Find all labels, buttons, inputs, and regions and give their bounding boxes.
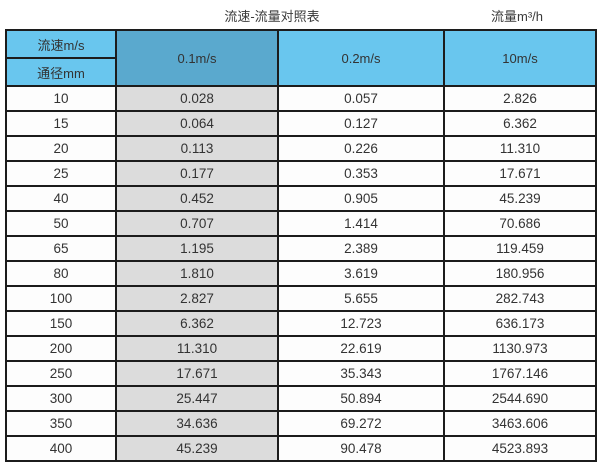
flow-value-cell-10ms: 45.239 [443,185,597,212]
flow-value-cell-0-2ms: 3.619 [277,260,445,287]
table-body: 10 0.028 0.057 2.826 15 0.064 0.127 6.36… [5,85,597,462]
flow-value-cell-0-2ms: 22.619 [277,335,445,362]
flow-value-cell-0-1ms: 0.064 [115,110,279,137]
column-header-10ms: 10m/s [443,29,597,87]
flow-value-cell-0-2ms: 90.478 [277,435,445,462]
table-row: 65 1.195 2.389 119.459 [5,235,597,262]
flow-value-cell-10ms: 180.956 [443,260,597,287]
title-bar: 流速-流量对照表 流量m³/h [0,0,600,29]
table-row: 150 6.362 12.723 636.173 [5,310,597,337]
diameter-cell: 10 [5,85,117,112]
flow-value-cell-0-1ms: 0.028 [115,85,279,112]
diameter-cell: 300 [5,385,117,412]
table-row: 40 0.452 0.905 45.239 [5,185,597,212]
table-row: 200 11.310 22.619 1130.973 [5,335,597,362]
diameter-cell: 15 [5,110,117,137]
table-row: 50 0.707 1.414 70.686 [5,210,597,237]
flow-value-cell-10ms: 282.743 [443,285,597,312]
table-row: 25 0.177 0.353 17.671 [5,160,597,187]
flow-value-cell-10ms: 17.671 [443,160,597,187]
flow-value-cell-10ms: 119.459 [443,235,597,262]
flow-value-cell-10ms: 636.173 [443,310,597,337]
flow-value-cell-0-1ms: 6.362 [115,310,279,337]
diameter-cell: 50 [5,210,117,237]
flow-value-cell-0-1ms: 1.195 [115,235,279,262]
diameter-cell: 100 [5,285,117,312]
flow-value-cell-0-2ms: 5.655 [277,285,445,312]
flow-value-cell-0-1ms: 45.239 [115,435,279,462]
diameter-cell: 400 [5,435,117,462]
table-header: 流速m/s 0.1m/s 0.2m/s 10m/s 通径mm [5,29,597,87]
flow-value-cell-0-1ms: 11.310 [115,335,279,362]
column-header-0-1ms: 0.1m/s [115,29,279,87]
corner-velocity-label: 流速m/s [5,29,117,59]
flow-value-cell-0-2ms: 50.894 [277,385,445,412]
flow-value-cell-0-1ms: 17.671 [115,360,279,387]
diameter-cell: 80 [5,260,117,287]
table-row: 300 25.447 50.894 2544.690 [5,385,597,412]
diameter-cell: 150 [5,310,117,337]
flow-value-cell-10ms: 2544.690 [443,385,597,412]
flow-value-cell-0-2ms: 0.127 [277,110,445,137]
flow-value-cell-0-1ms: 0.113 [115,135,279,162]
corner-diameter-label: 通径mm [5,57,117,87]
diameter-cell: 25 [5,160,117,187]
flow-value-cell-0-2ms: 12.723 [277,310,445,337]
flow-value-cell-10ms: 1130.973 [443,335,597,362]
flow-rate-table: 流速m/s 0.1m/s 0.2m/s 10m/s 通径mm 10 0.028 … [5,29,597,462]
flow-value-cell-0-1ms: 34.636 [115,410,279,437]
flow-value-cell-0-1ms: 0.707 [115,210,279,237]
flow-value-cell-0-1ms: 25.447 [115,385,279,412]
flow-unit-label: 流量m³/h [490,9,544,24]
diameter-cell: 40 [5,185,117,212]
flow-value-cell-0-1ms: 0.452 [115,185,279,212]
diameter-cell: 200 [5,335,117,362]
table-row: 400 45.239 90.478 4523.893 [5,435,597,462]
diameter-cell: 65 [5,235,117,262]
flow-value-cell-0-1ms: 1.810 [115,260,279,287]
flow-value-cell-0-2ms: 2.389 [277,235,445,262]
diameter-cell: 250 [5,360,117,387]
flow-value-cell-0-1ms: 0.177 [115,160,279,187]
table-title: 流速-流量对照表 [224,9,320,24]
flow-value-cell-10ms: 6.362 [443,110,597,137]
diameter-cell: 350 [5,410,117,437]
flow-value-cell-10ms: 11.310 [443,135,597,162]
flow-value-cell-10ms: 2.826 [443,85,597,112]
table-row: 80 1.810 3.619 180.956 [5,260,597,287]
flow-value-cell-0-1ms: 2.827 [115,285,279,312]
flow-value-cell-0-2ms: 0.057 [277,85,445,112]
flow-value-cell-0-2ms: 69.272 [277,410,445,437]
flow-value-cell-0-2ms: 0.353 [277,160,445,187]
flow-value-cell-10ms: 1767.146 [443,360,597,387]
table-row: 20 0.113 0.226 11.310 [5,135,597,162]
table-row: 100 2.827 5.655 282.743 [5,285,597,312]
flow-value-cell-0-2ms: 0.226 [277,135,445,162]
flow-value-cell-0-2ms: 1.414 [277,210,445,237]
table-row: 10 0.028 0.057 2.826 [5,85,597,112]
table-row: 250 17.671 35.343 1767.146 [5,360,597,387]
table-row: 15 0.064 0.127 6.362 [5,110,597,137]
column-header-0-2ms: 0.2m/s [277,29,445,87]
flow-value-cell-0-2ms: 35.343 [277,360,445,387]
flow-value-cell-10ms: 3463.606 [443,410,597,437]
table-row: 350 34.636 69.272 3463.606 [5,410,597,437]
flow-value-cell-0-2ms: 0.905 [277,185,445,212]
diameter-cell: 20 [5,135,117,162]
flow-value-cell-10ms: 70.686 [443,210,597,237]
flow-value-cell-10ms: 4523.893 [443,435,597,462]
